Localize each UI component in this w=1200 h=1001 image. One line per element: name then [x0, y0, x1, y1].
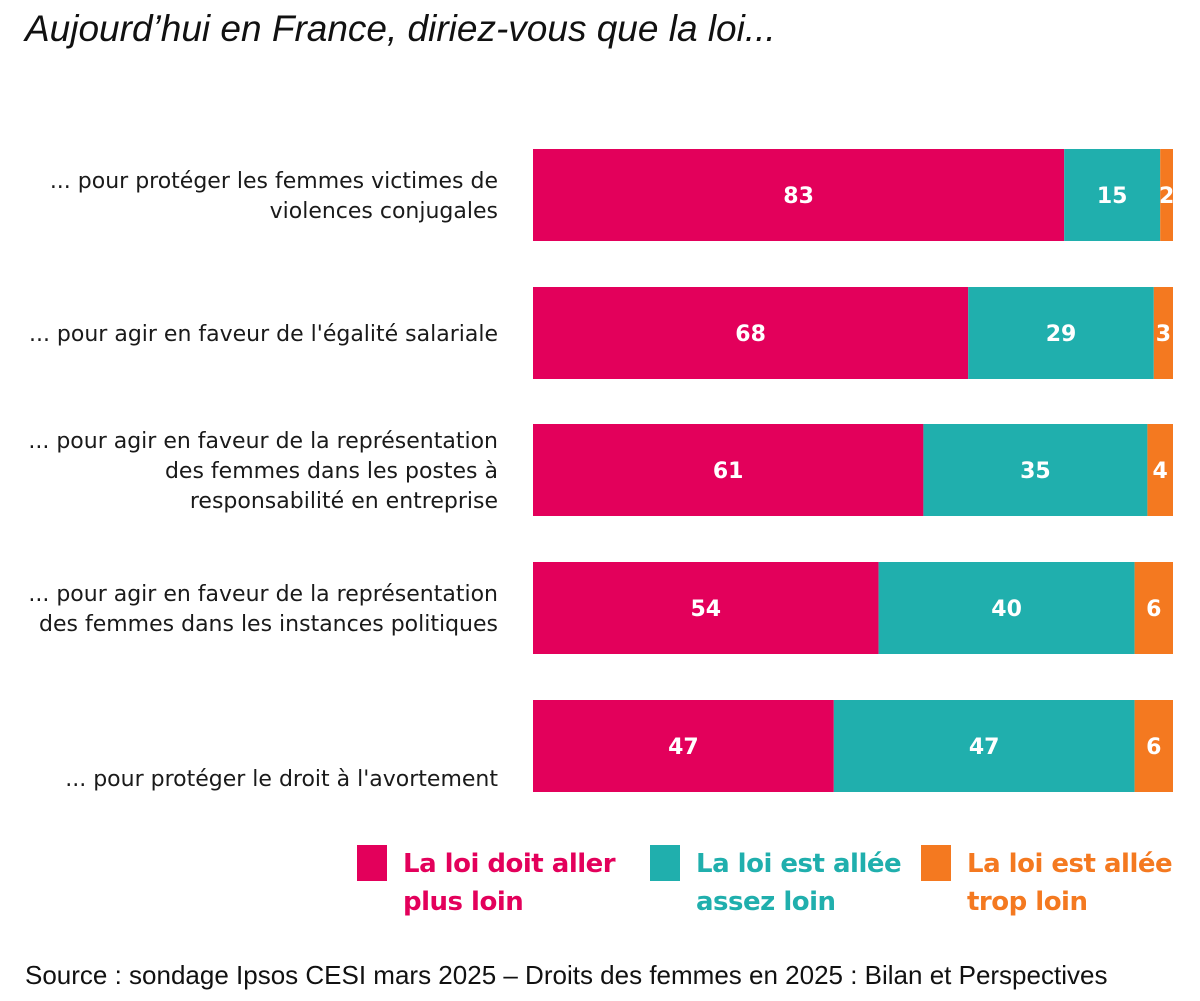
legend-item-assez-loin: La loi est allée assez loin	[650, 845, 902, 921]
data-label-0-1: 15	[1097, 184, 1128, 209]
chart-title: Aujourd’hui en France, diriez-vous que l…	[25, 8, 776, 49]
bar-segment-2-1	[923, 424, 1148, 516]
legend-swatch-plus-loin	[357, 845, 387, 881]
category-label-2-line-2: responsabilité en entreprise	[190, 489, 498, 514]
category-label-0-line-0: ... pour protéger les femmes victimes de	[50, 169, 498, 194]
data-label-4-0: 47	[668, 735, 699, 760]
data-label-0-2: 2	[1159, 184, 1174, 209]
bar-segment-0-1	[1064, 149, 1161, 241]
data-label-1-2: 3	[1156, 322, 1171, 347]
legend-swatch-trop-loin	[921, 845, 951, 881]
category-label-1-line-0: ... pour agir en faveur de l'égalité sal…	[29, 322, 498, 347]
bar-segment-3-2	[1134, 562, 1173, 654]
legend-line2: trop loin	[967, 887, 1088, 917]
category-label-3-line-1: des femmes dans les instances politiques	[39, 612, 498, 637]
data-label-1-1: 29	[1046, 322, 1077, 347]
data-label-3-2: 6	[1146, 597, 1161, 622]
legend-label-trop-loin: La loi est allée trop loin	[967, 845, 1173, 921]
bar-segment-0-0	[533, 149, 1065, 241]
stacked-bar-chart: 83 15 2 ... pour protéger les femmes victim…	[28, 149, 1174, 792]
legend-line1: La loi est allée	[696, 849, 902, 879]
data-label-1-0: 68	[735, 322, 766, 347]
legend-label-plus-loin: La loi doit aller plus loin	[403, 845, 616, 921]
bar-segment-2-2	[1147, 424, 1173, 516]
data-label-2-0: 61	[713, 459, 744, 484]
bar-segment-3-0	[533, 562, 879, 654]
legend-line1: La loi doit aller	[403, 849, 616, 879]
bar-segment-1-1	[968, 287, 1154, 379]
bar-segment-4-1	[833, 700, 1135, 792]
bar-segment-2-0	[533, 424, 924, 516]
category-label-0-line-1: violences conjugales	[270, 199, 498, 224]
data-label-2-1: 35	[1020, 459, 1051, 484]
data-label-4-1: 47	[969, 735, 1000, 760]
bar-segment-0-2	[1160, 149, 1173, 241]
data-label-3-0: 54	[690, 597, 721, 622]
source-note: Source : sondage Ipsos CESI mars 2025 – …	[25, 960, 1108, 990]
category-label-2-line-0: ... pour agir en faveur de la représenta…	[28, 429, 498, 454]
legend-label-assez-loin: La loi est allée assez loin	[696, 845, 902, 921]
bar-segment-3-1	[878, 562, 1135, 654]
legend-swatch-assez-loin	[650, 845, 680, 881]
bar-segment-1-0	[533, 287, 969, 379]
legend-line2: plus loin	[403, 887, 524, 917]
data-label-3-1: 40	[991, 597, 1022, 622]
category-label-4-line-0: ... pour protéger le droit à l'avortemen…	[65, 767, 498, 792]
data-label-2-2: 4	[1153, 459, 1168, 484]
legend-line2: assez loin	[696, 887, 836, 917]
data-label-0-0: 83	[783, 184, 814, 209]
legend-line1: La loi est allée	[967, 849, 1173, 879]
category-label-3-line-0: ... pour agir en faveur de la représenta…	[28, 582, 498, 607]
legend-item-plus-loin: La loi doit aller plus loin	[357, 845, 616, 921]
bar-segment-4-0	[533, 700, 834, 792]
category-label-2-line-1: des femmes dans les postes à	[165, 459, 498, 484]
bar-segment-4-2	[1134, 700, 1173, 792]
data-label-4-2: 6	[1146, 735, 1161, 760]
legend-item-trop-loin: La loi est allée trop loin	[921, 845, 1173, 921]
bar-segment-1-2	[1153, 287, 1173, 379]
